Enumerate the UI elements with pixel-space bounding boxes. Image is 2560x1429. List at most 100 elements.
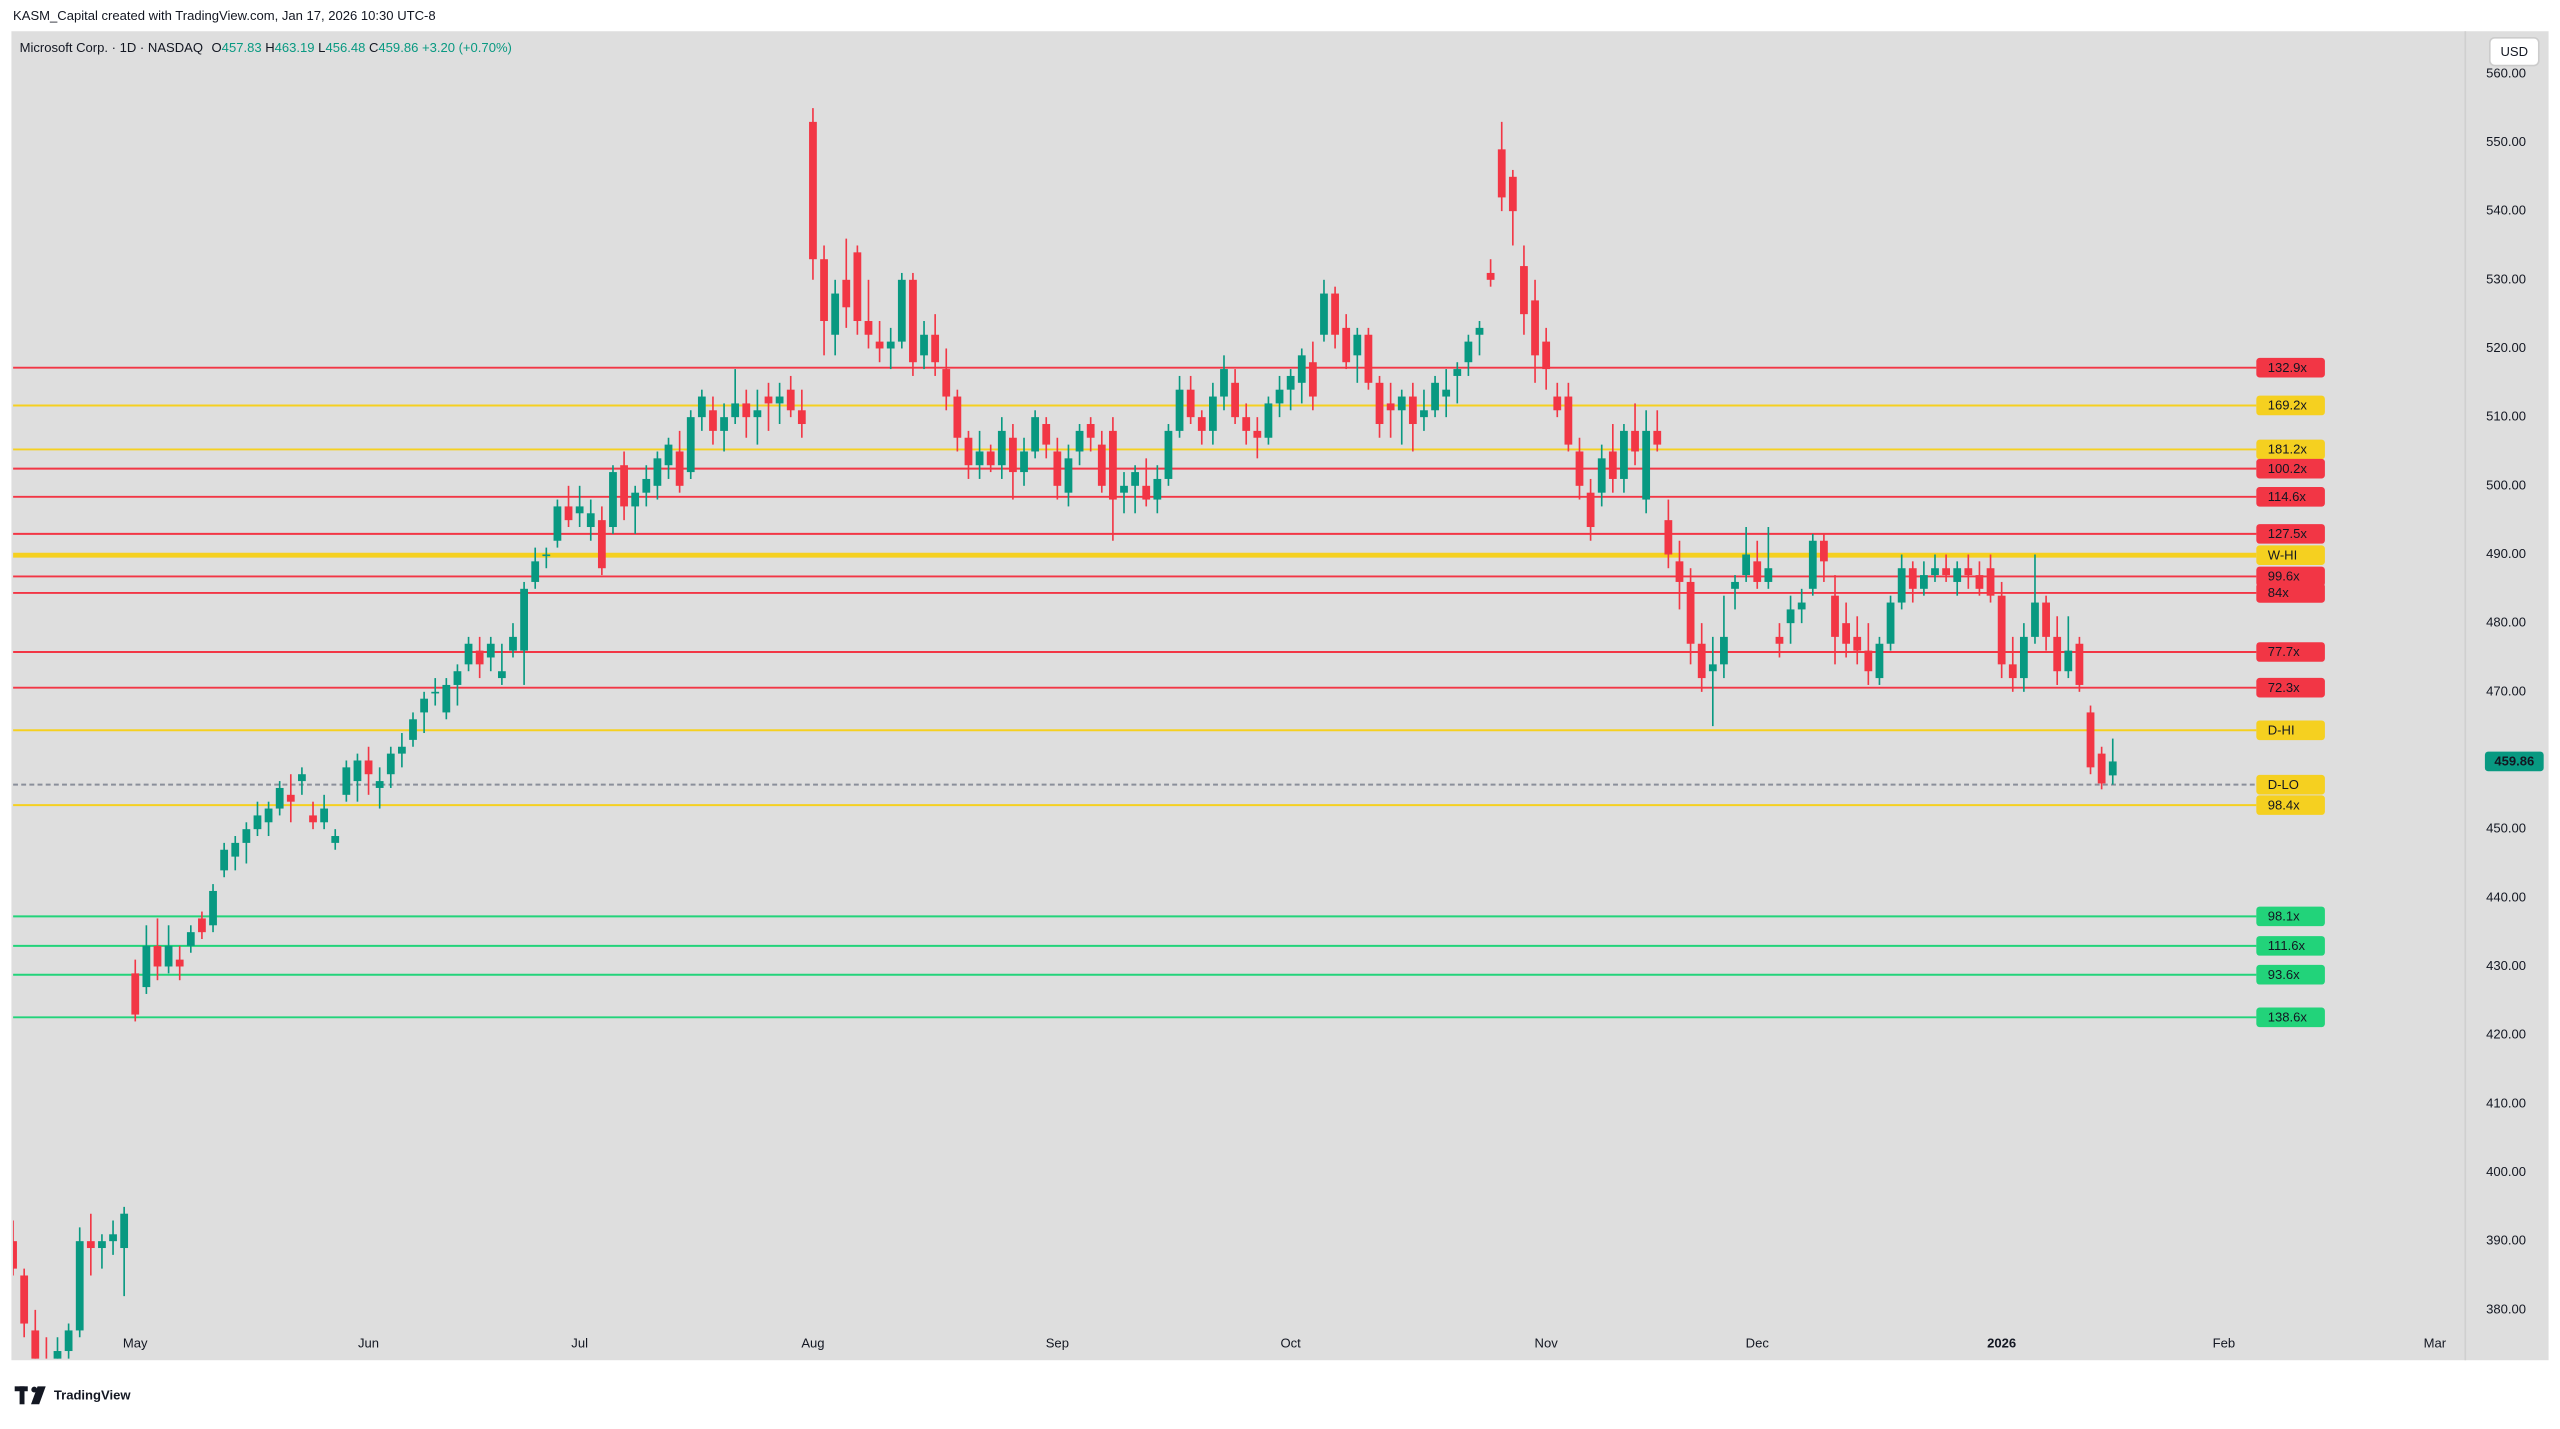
level-badge: [2256, 774, 2325, 795]
level-badge: [2256, 642, 2325, 662]
candle-body: [486, 643, 495, 658]
candle-body: [2053, 636, 2062, 672]
candle-body: [1997, 595, 2006, 665]
candle-body: [1053, 451, 1062, 486]
level-label: D-LO: [2268, 777, 2299, 792]
level-badge: [2256, 964, 2325, 985]
candle-body: [620, 465, 628, 507]
candle-body: [686, 417, 695, 473]
candle-body: [564, 506, 573, 521]
candle-body: [775, 396, 784, 404]
candle-body: [1842, 623, 1851, 644]
candle-body: [509, 636, 517, 651]
x-tick-label: May: [123, 1335, 148, 1350]
candle-body: [742, 403, 751, 418]
plot: [13, 108, 2257, 1359]
candle-body: [120, 1213, 129, 1249]
candle-body: [1597, 458, 1606, 493]
y-tick-label: 510.00: [2486, 409, 2526, 424]
level-badge: [2256, 357, 2325, 378]
level-badge: [2256, 395, 2325, 416]
candle-body: [1275, 389, 1284, 404]
y-tick-label: 550.00: [2486, 134, 2526, 149]
candle-body: [386, 753, 395, 775]
candle-body: [1931, 568, 1939, 576]
candle-body: [1331, 293, 1339, 335]
y-tick-label: 400.00: [2486, 1164, 2526, 1179]
candle-body: [820, 259, 828, 322]
candle-body: [975, 451, 984, 466]
candle-body: [831, 293, 840, 335]
candle-body: [186, 932, 195, 946]
candle-body: [1897, 568, 1906, 603]
level-label: 127.5x: [2268, 526, 2308, 541]
level-badge: [2256, 487, 2325, 507]
candle-body: [1775, 636, 1784, 644]
candle-body: [1853, 636, 1862, 651]
candle-body: [2097, 753, 2106, 784]
candle-body: [609, 472, 617, 528]
candle-body: [2042, 602, 2050, 637]
level-badge: [2256, 720, 2325, 741]
candle-body: [1220, 369, 1228, 397]
candle-body: [1420, 410, 1428, 418]
brand: TradingView: [54, 1388, 131, 1403]
candle-body: [1475, 327, 1484, 335]
candle-body: [31, 1330, 40, 1359]
candle-body: [797, 410, 806, 425]
logo-mark: [31, 1386, 46, 1405]
candle-body: [1631, 430, 1639, 452]
candle-body: [1097, 444, 1106, 486]
candle-body: [531, 561, 540, 582]
y-tick-label: 390.00: [2486, 1233, 2526, 1248]
candle-body: [753, 410, 762, 418]
candle-body: [1986, 568, 1995, 596]
candle-body: [997, 430, 1006, 466]
candle-body: [164, 945, 173, 967]
candle-body: [364, 760, 373, 775]
candle-body: [1508, 176, 1517, 212]
candle-body: [731, 403, 740, 418]
level-label: 98.4x: [2268, 797, 2300, 812]
candle-body: [1908, 568, 1917, 589]
candle-body: [575, 506, 584, 514]
candle-body: [1797, 602, 1806, 610]
candle-body: [1308, 362, 1317, 397]
candle-body: [1942, 568, 1950, 576]
candle-body: [1953, 568, 1962, 582]
legend: Microsoft Corp. · 1D · NASDAQ O457.83 H4…: [20, 41, 512, 56]
candle-body: [13, 1241, 17, 1269]
candle-body: [631, 492, 640, 507]
x-tick-label: Sep: [1046, 1335, 1069, 1350]
candle-body: [1731, 581, 1739, 589]
candle-body: [2075, 643, 2084, 685]
y-tick-label: 480.00: [2486, 615, 2526, 630]
candle-body: [1175, 389, 1184, 431]
level-badge: [2256, 795, 2325, 815]
candle-body: [1386, 403, 1395, 411]
candle-body: [2086, 712, 2095, 768]
candle-body: [409, 719, 417, 740]
ohlc-value: 456.48: [325, 41, 365, 56]
candle-body: [642, 478, 651, 493]
candle-body: [209, 890, 217, 926]
candle-body: [1242, 417, 1251, 431]
y-tick-label: 410.00: [2486, 1095, 2526, 1110]
candle-body: [886, 341, 895, 349]
candle-body: [20, 1275, 29, 1324]
candle-body: [275, 787, 284, 809]
level-label: 99.6x: [2268, 569, 2300, 584]
currency-button[interactable]: [2488, 36, 2540, 67]
candle-body: [442, 684, 451, 713]
x-tick-label: Mar: [2424, 1335, 2447, 1350]
candle-body: [1120, 485, 1128, 493]
candle-body: [2031, 602, 2039, 637]
candle-body: [920, 334, 928, 356]
candle-body: [809, 121, 817, 260]
currency[interactable]: USD: [2501, 44, 2529, 59]
candle-body: [1975, 575, 1984, 589]
level-label: 132.9x: [2268, 360, 2308, 375]
level-badge: [2256, 936, 2325, 956]
candle-body: [986, 451, 995, 466]
